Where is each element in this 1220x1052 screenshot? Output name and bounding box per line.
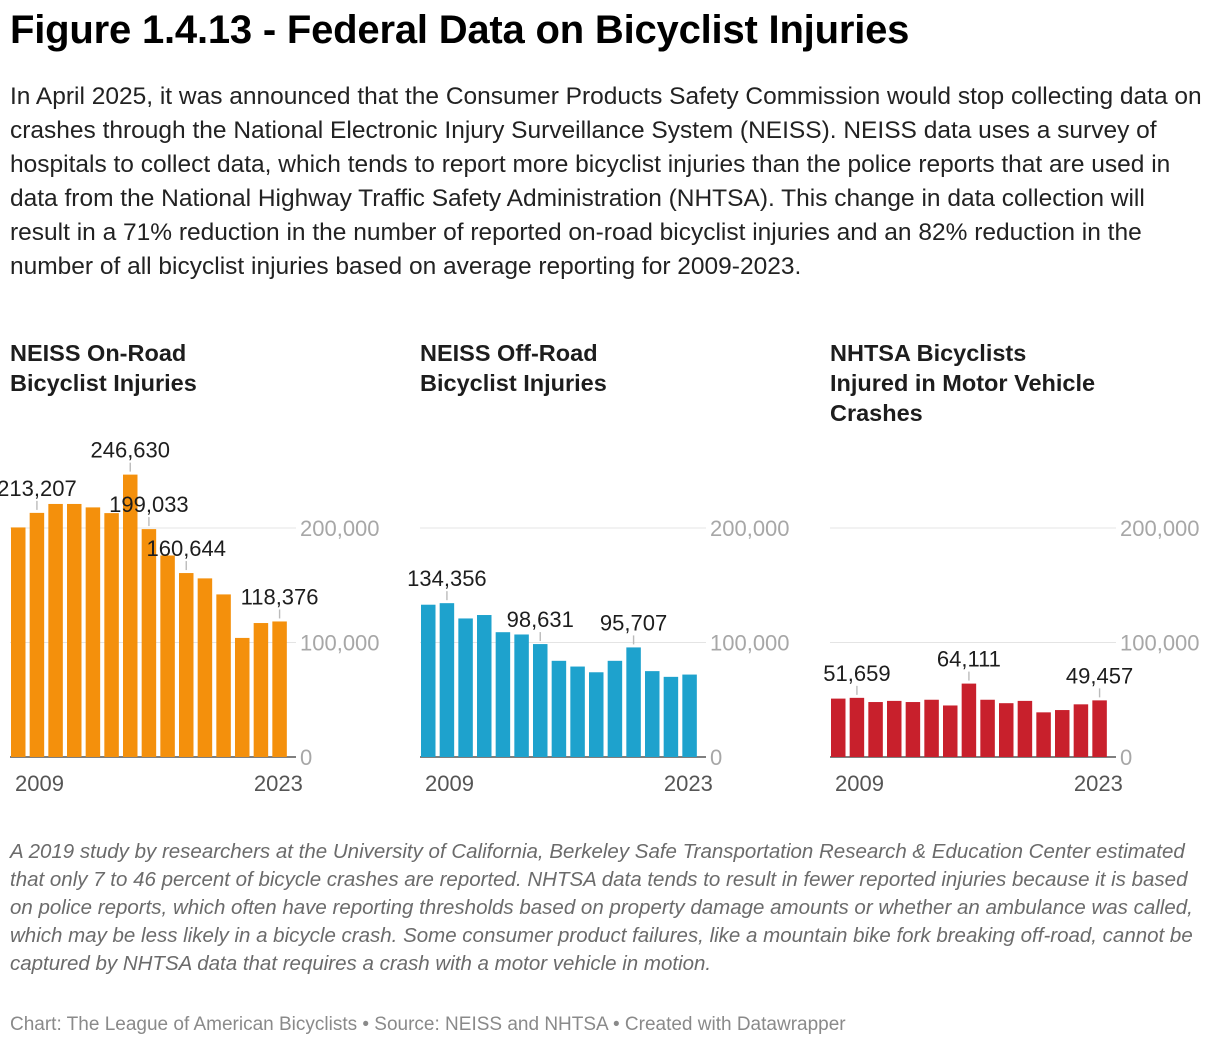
bar-charts: 0 100,000 200,000 213,207 246,630 199,033 160,… bbox=[0, 438, 1200, 796]
y-tick-label: 100,000 bbox=[300, 631, 380, 656]
y-tick-label: 100,000 bbox=[1120, 631, 1200, 656]
panel-title-line: NEISS Off-Road bbox=[420, 340, 598, 366]
page-title: Figure 1.4.13 - Federal Data on Bicyclis… bbox=[10, 8, 910, 52]
bar bbox=[160, 555, 175, 757]
bar bbox=[104, 513, 119, 757]
panel-title-line: Crashes bbox=[830, 400, 923, 426]
panel-title-line: Bicyclist Injuries bbox=[420, 370, 607, 396]
bar bbox=[626, 647, 641, 757]
y-tick-label: 200,000 bbox=[1120, 516, 1200, 541]
bar bbox=[887, 700, 902, 757]
x-tick-label: 2009 bbox=[425, 771, 474, 796]
bar bbox=[495, 632, 511, 757]
bar bbox=[961, 683, 977, 757]
bar bbox=[458, 618, 473, 757]
bar bbox=[1092, 700, 1107, 757]
footnote: A 2019 study by researchers at the Unive… bbox=[10, 840, 1193, 975]
y-tick-label: 200,000 bbox=[710, 516, 790, 541]
bar bbox=[216, 594, 231, 757]
bar bbox=[272, 621, 287, 757]
bar bbox=[29, 512, 45, 757]
panel-title-line: NHTSA Bicyclists bbox=[830, 340, 1027, 366]
panel-title-offroad: NEISS Off-Road Bicyclist Injuries bbox=[420, 338, 607, 398]
bar bbox=[943, 705, 958, 757]
bar bbox=[514, 634, 529, 757]
bar bbox=[663, 676, 679, 757]
bar bbox=[905, 702, 921, 757]
bar bbox=[141, 529, 157, 757]
bar bbox=[682, 674, 697, 757]
bar bbox=[868, 702, 883, 757]
bar bbox=[1055, 710, 1070, 757]
bar bbox=[123, 474, 138, 757]
bar bbox=[235, 637, 250, 757]
bar bbox=[477, 615, 492, 757]
bar bbox=[924, 699, 939, 757]
bar bbox=[67, 503, 82, 757]
x-tick-label: 2023 bbox=[254, 771, 303, 796]
x-tick-label: 2009 bbox=[15, 771, 64, 796]
bar bbox=[1017, 700, 1033, 757]
bar bbox=[11, 527, 26, 757]
data-label: 51,659 bbox=[823, 661, 890, 686]
bar bbox=[533, 644, 548, 757]
bar bbox=[999, 703, 1014, 757]
data-label: 199,033 bbox=[109, 492, 189, 517]
data-label: 95,707 bbox=[600, 610, 667, 635]
y-tick-label: 100,000 bbox=[710, 631, 790, 656]
data-label: 246,630 bbox=[90, 438, 170, 463]
x-tick-label: 2009 bbox=[835, 771, 884, 796]
bar bbox=[1036, 712, 1051, 757]
bar bbox=[551, 660, 567, 757]
data-label: 49,457 bbox=[1066, 663, 1133, 688]
bar bbox=[439, 603, 455, 757]
credit-line: Chart: The League of American Bicyclists… bbox=[10, 1014, 846, 1035]
bar bbox=[849, 697, 865, 757]
bar bbox=[570, 666, 585, 757]
bar bbox=[253, 623, 269, 757]
panel-title-line: Bicyclist Injuries bbox=[10, 370, 197, 396]
x-tick-label: 2023 bbox=[664, 771, 713, 796]
bar bbox=[421, 604, 436, 757]
intro-text: In April 2025, it was announced that the… bbox=[10, 83, 1202, 280]
bar bbox=[607, 660, 623, 757]
bar bbox=[980, 699, 995, 757]
bar bbox=[48, 503, 63, 757]
panel-title-nhtsa: NHTSA Bicyclists Injured in Motor Vehicl… bbox=[830, 338, 1095, 428]
data-label: 134,356 bbox=[407, 566, 487, 591]
panel-title-line: NEISS On-Road bbox=[10, 340, 187, 366]
bar bbox=[589, 672, 604, 757]
data-label: 160,644 bbox=[146, 536, 226, 561]
data-label: 213,207 bbox=[0, 476, 77, 501]
panel-title-onroad: NEISS On-Road Bicyclist Injuries bbox=[10, 338, 197, 398]
bar bbox=[831, 698, 846, 757]
x-tick-label: 2023 bbox=[1074, 771, 1123, 796]
bar bbox=[197, 578, 213, 757]
y-tick-label: 200,000 bbox=[300, 516, 380, 541]
bar bbox=[1073, 704, 1089, 757]
bar bbox=[179, 573, 194, 757]
data-label: 98,631 bbox=[507, 607, 574, 632]
data-label: 64,111 bbox=[937, 647, 1001, 672]
y-tick-label: 0 bbox=[710, 745, 722, 770]
y-tick-label: 0 bbox=[300, 745, 312, 770]
bar bbox=[85, 507, 101, 757]
panel-title-line: Injured in Motor Vehicle bbox=[830, 370, 1096, 396]
bar bbox=[645, 671, 660, 757]
data-label: 118,376 bbox=[241, 584, 319, 609]
y-tick-label: 0 bbox=[1120, 745, 1132, 770]
